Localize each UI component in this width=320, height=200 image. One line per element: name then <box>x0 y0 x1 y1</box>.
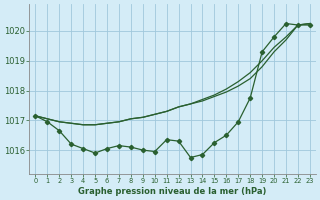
X-axis label: Graphe pression niveau de la mer (hPa): Graphe pression niveau de la mer (hPa) <box>78 187 267 196</box>
